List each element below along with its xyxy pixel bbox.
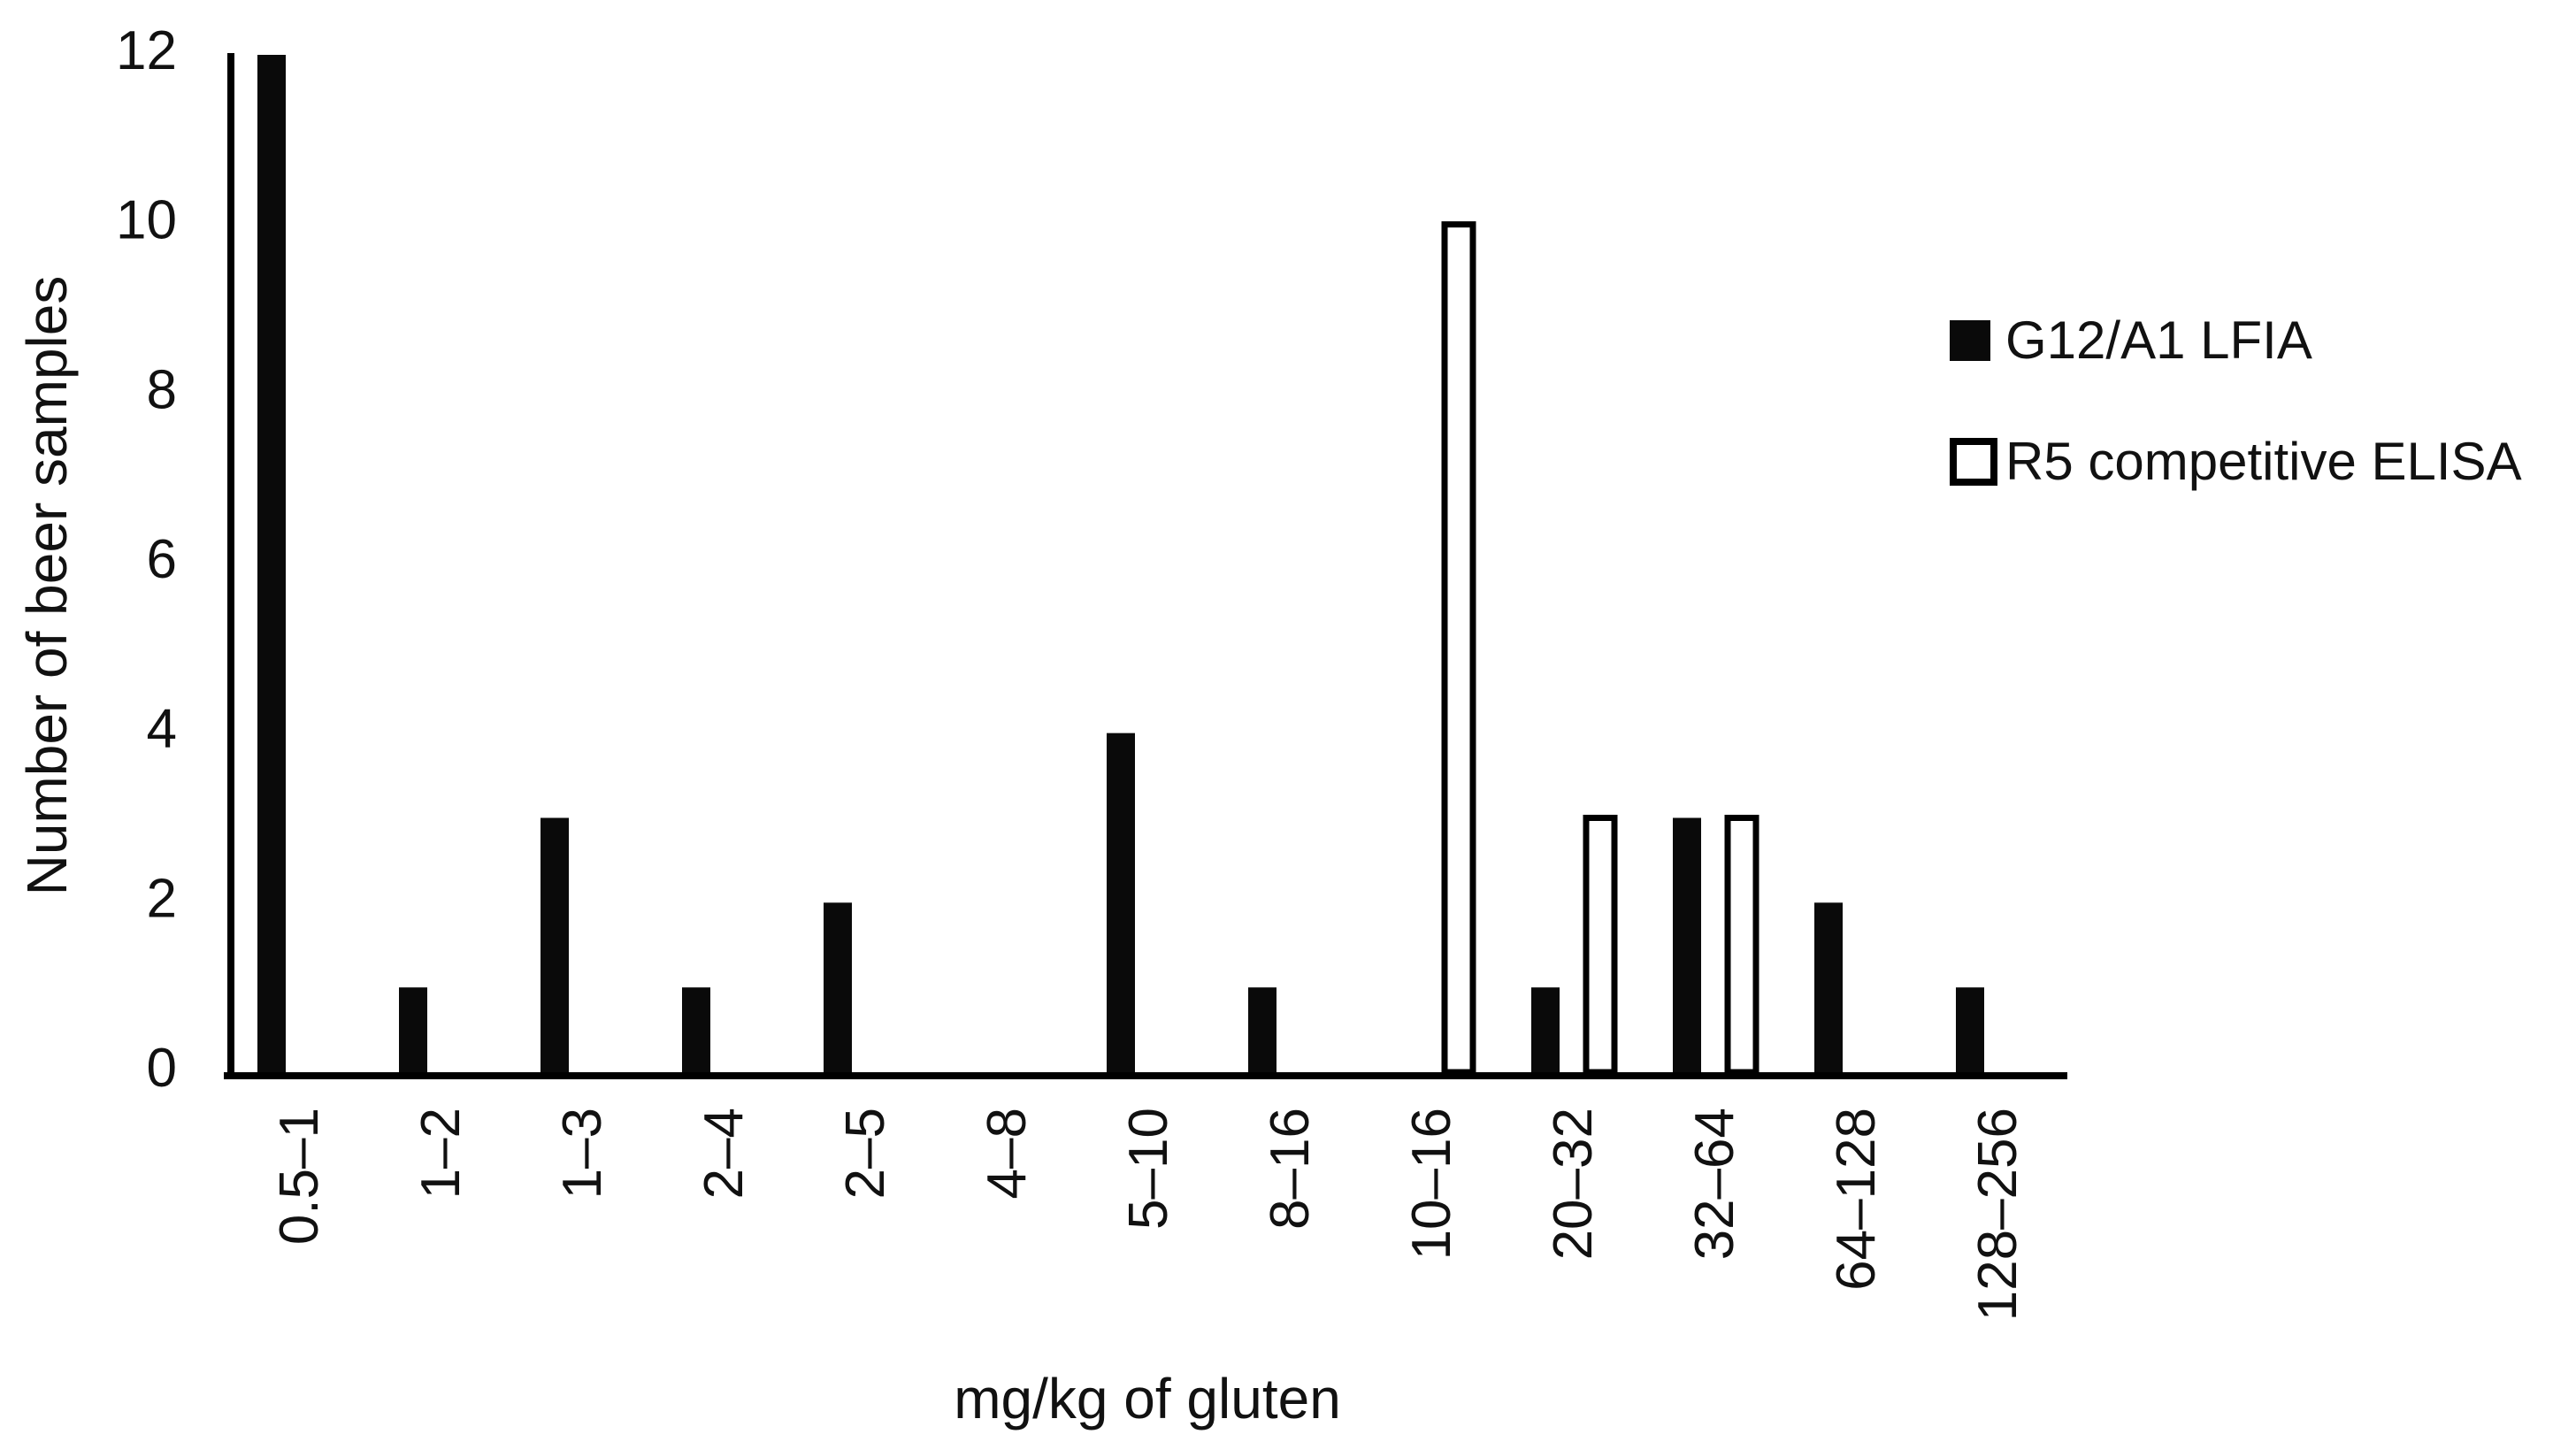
x-tick-label: 0.5–1 xyxy=(269,1108,330,1245)
y-tick-label: 12 xyxy=(116,20,177,81)
bar-g12a1-lfia xyxy=(1248,987,1276,1072)
x-tick-label: 8–16 xyxy=(1260,1108,1321,1230)
x-tick-label: 1–2 xyxy=(410,1108,472,1199)
bar-g12a1-lfia xyxy=(1814,902,1843,1072)
legend-swatch-white-square xyxy=(1950,438,1997,486)
bar-g12a1-lfia xyxy=(540,817,569,1072)
x-tick-label: 64–128 xyxy=(1826,1108,1887,1291)
legend-swatch-black-square xyxy=(1950,320,1990,361)
bar-g12a1-lfia xyxy=(257,55,286,1072)
bar-g12a1-lfia xyxy=(1956,987,1984,1072)
x-tick-label: 32–64 xyxy=(1684,1108,1745,1260)
bar-g12a1-lfia xyxy=(824,902,852,1072)
x-tick-label: 1–3 xyxy=(552,1108,613,1199)
bar-g12a1-lfia xyxy=(1531,987,1560,1072)
x-tick-label: 4–8 xyxy=(977,1108,1038,1199)
bar-r5-elisa xyxy=(1724,815,1760,1076)
y-tick-label: 6 xyxy=(147,529,177,590)
x-tick-label: 10–16 xyxy=(1401,1108,1462,1260)
x-axis-title: mg/kg of gluten xyxy=(954,1367,1341,1430)
y-tick-label: 10 xyxy=(116,190,177,251)
y-tick-label: 8 xyxy=(147,359,177,420)
y-tick-label: 4 xyxy=(147,699,177,760)
x-tick-label: 5–10 xyxy=(1118,1108,1179,1230)
bar-g12a1-lfia xyxy=(682,987,710,1072)
x-tick-label: 2–5 xyxy=(835,1108,896,1199)
y-tick-label: 0 xyxy=(147,1038,177,1099)
bar-r5-elisa xyxy=(1441,221,1476,1076)
x-tick-label: 128–256 xyxy=(1967,1108,2028,1321)
bar-r5-elisa xyxy=(1583,815,1618,1076)
legend-label-r5-competitive-elisa: R5 competitive ELISA xyxy=(2005,432,2522,491)
y-axis-title: Number of beer samples xyxy=(15,276,79,896)
x-tick-label: 20–32 xyxy=(1543,1108,1604,1260)
x-axis-line xyxy=(224,1072,2067,1079)
y-axis-line xyxy=(227,53,234,1079)
legend-label-g12a1-lfia: G12/A1 LFIA xyxy=(2005,311,2312,370)
bar-g12a1-lfia xyxy=(1673,817,1701,1072)
x-tick-label: 2–4 xyxy=(694,1108,755,1199)
y-tick-label: 2 xyxy=(147,868,177,929)
bar-g12a1-lfia xyxy=(1107,733,1135,1072)
bar-g12a1-lfia xyxy=(399,987,427,1072)
